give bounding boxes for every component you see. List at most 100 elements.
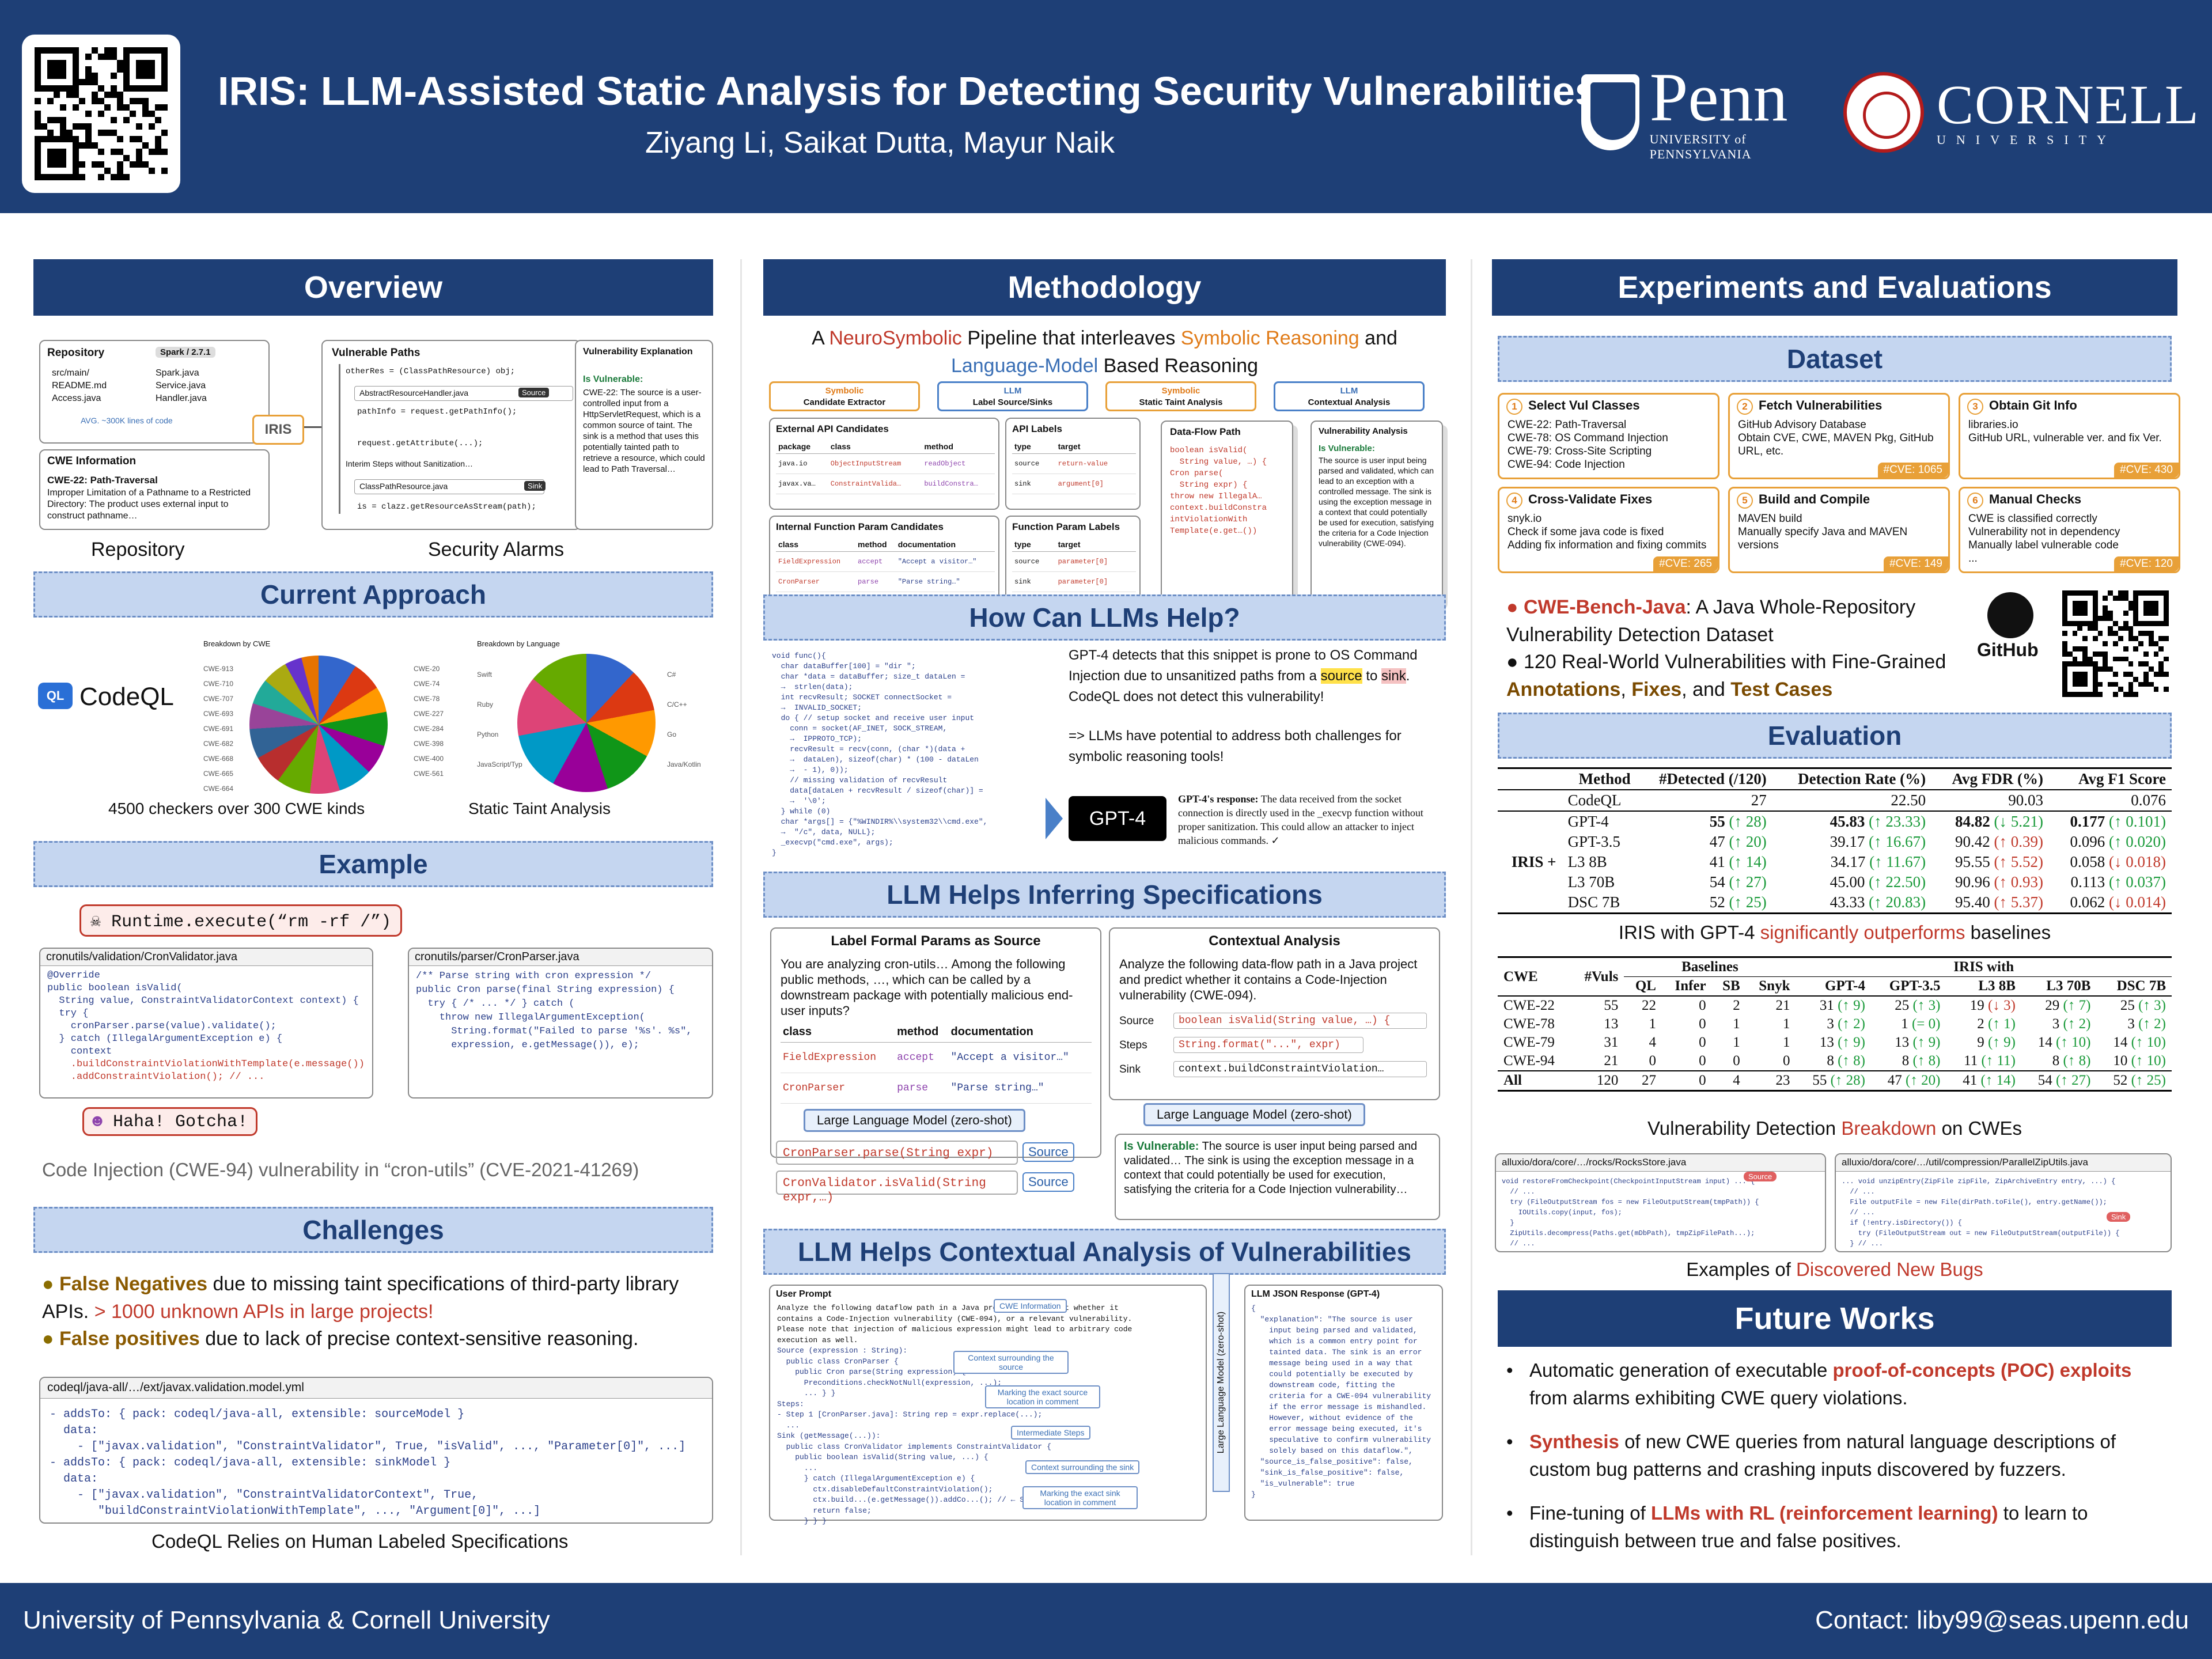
table-header: method [855,537,896,552]
va-verdict: Is Vulnerable: [1319,444,1375,453]
spec-output-2: CronValidator.isValid(String expr,…) [776,1171,1018,1205]
pie-label: C/C++ [667,700,687,709]
llm-zero-shot-badge: Large Language Model (zero-shot) [1143,1103,1365,1126]
code-line: // ... [1502,1240,1535,1248]
qr-code-dataset[interactable] [2062,590,2169,697]
table-cell: 8 (↑ 8) [1796,1052,1870,1071]
code-line: → dataLen), sizeof(char) * (100 - dataLe… [772,755,979,764]
table-row: CronParser parse "Parse string…" [781,1073,1092,1104]
delta: (↑ 2) [2059,1016,2091,1032]
table-header: Infer [1675,978,1706,994]
code-line: throw new IllegalA… [1170,492,1262,501]
delta: (↑ 0.101) [2105,813,2166,830]
table-header: type [1012,537,1056,552]
file-item[interactable]: Spark.java [156,368,199,378]
vp-file: AbstractResourceHandler.java [354,386,573,401]
code-line: } // ... [1842,1240,1884,1248]
table-header-row: QL Infer SB Snyk GPT-4 GPT-3.5 L3 8B L3 70B DSC … [1498,977,2172,996]
cornell-subtitle: UNIVERSITY [1937,132,2116,147]
cve-count-badge: #CVE: 120 [2114,556,2179,571]
table-cell: ObjectInputStream [828,453,922,474]
code-line: Source (expression : String): [777,1346,908,1355]
table-header: L3 70B [2046,978,2091,994]
github-icon[interactable] [1987,592,2033,638]
delta: (↑ 5.52) [1990,853,2043,870]
code-line: public boolean isValid( [47,983,183,994]
delta: (↑ 10) [2127,1035,2166,1050]
spec-output-1: CronParser.parse(String expr) [776,1141,1018,1165]
table-header: GPT-4 [1825,978,1865,994]
table-cell: 1 [1733,1035,1740,1050]
prompt-callout: Intermediate Steps [1011,1426,1090,1440]
qr-code[interactable] [22,35,180,193]
table-cell: "Accept a visitor…" [948,1042,1092,1073]
step-line: CWE is classified correctly [1968,513,2097,525]
table-cell: All [1503,1073,1522,1088]
code-line: String expr) { [1170,480,1248,490]
step-line: CWE-94: Code Injection [1508,459,1625,471]
table-cell: 39.17 (↑ 16.67) [1772,832,1931,852]
table-header: CWE [1503,968,1538,984]
help-paragraph-2: => LLMs have potential to address both c… [1069,728,1402,764]
step-number-icon: 3 [1967,399,1983,415]
github-label[interactable]: GitHub [1977,639,2039,660]
file-item[interactable]: Access.java [52,393,101,403]
code-line: if the error message is mishandled. [1251,1403,1427,1411]
file-item[interactable]: src/main/ [52,368,89,378]
code-line: conn = socket(AF_INET, SOCK_STREAM, [772,724,948,733]
source-tag: Source [1022,1142,1074,1162]
table-cell: 1 [1782,1016,1790,1032]
pie-label: CWE-691 [203,725,234,733]
footer-contact[interactable]: Contact: liby99@seas.upenn.edu [1815,1606,2189,1634]
future-item: • Automatic generation of executable proo… [1506,1357,2169,1412]
value: 90.42 [1955,833,1990,850]
file1-tab[interactable]: cronutils/validation/CronValidator.java [40,949,372,966]
table-header: type [1012,440,1056,454]
sink-value: context.buildConstraintViolation… [1173,1061,1427,1077]
table-cell: L3 70B [1567,873,1615,891]
value: 25 [2120,998,2135,1013]
file-item[interactable]: Service.java [156,381,206,391]
step-title-text: Cross-Validate Fixes [1528,492,1653,506]
table-cell: 8 (↑ 8) [1871,1052,1946,1071]
table-row: CWE-94 21 0 0 0 0 8 (↑ 8) 8 (↑ 8) 11 (↑ 11) 8 (↑ … [1498,1052,2172,1071]
code-line: File outputFile = new File(dirPath.toFil… [1842,1198,2107,1206]
bug1-tab[interactable]: alluxio/dora/core/…/rocks/RocksStore.jav… [1496,1154,1825,1172]
value: 95.40 [1955,893,1990,911]
delta: (= 0) [1908,1016,1941,1032]
code-line: } [1251,1490,1256,1499]
code-line: try (FileOutputStream out = new FileOutp… [1842,1229,2120,1237]
bug2-tab[interactable]: alluxio/dora/core/…/util/compression/Par… [1836,1154,2171,1172]
api-title: API Labels [1012,423,1062,434]
table-cell: 1 [1733,1016,1740,1032]
table-cell: 13 [1604,1016,1619,1032]
code-line: char dataBuffer[100] = "dir "; [772,662,916,671]
stage-name: Label Source/Sinks [972,397,1053,407]
delta: (↑ 22.50) [1865,873,1926,891]
file-item[interactable]: Handler.java [156,393,207,403]
code-line: public class CronParser { [777,1357,899,1366]
file2-tab[interactable]: cronutils/parser/CronParser.java [409,949,712,966]
code-line: public boolean isValid(String value, ...… [777,1453,988,1461]
table-header-row: CWE #Vuls Baselines IRIS with [1498,957,2172,984]
code-line: void func(){ [772,652,826,660]
code-line: context [47,1046,112,1057]
delta: (↑ 14) [1725,853,1767,870]
table-cell: 54 (↑ 27) [2021,1071,2096,1091]
step-line: Check if some java code is fixed [1508,526,1664,538]
code-line: → - 1), 0)); [772,766,849,774]
table-cell: 0 [1699,1053,1706,1069]
dataset-step: 6 Manual Checks CWE is classified correctl… [1959,487,2180,573]
delta: (↑ 14) [1977,1073,2016,1088]
avg-loc-note: AVG. ~300K lines of code [81,416,173,425]
code-line: ctx.disableDefaultConstraintViolation(); [777,1484,993,1494]
code-line: @Override [47,970,100,981]
yml-tab[interactable]: codeql/java-all/…/ext/javax.validation.m… [40,1378,712,1399]
file-item[interactable]: README.md [52,381,107,391]
table-cell: 27 [1751,791,1767,809]
code-line: Template(e.get…()) [1170,527,1257,536]
mini-table: class method documentation FieldExpression a… [776,537,995,592]
code-line: could potentially be executed by [1251,1370,1413,1378]
table-header: Avg FDR (%) [1952,770,2043,787]
value: 55 [1709,813,1725,830]
